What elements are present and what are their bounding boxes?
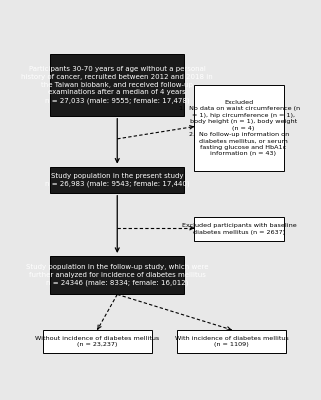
FancyBboxPatch shape [43, 330, 152, 353]
Text: Excluded
1.  No data on waist circumference (n
    = 1), hip circumference (n = : Excluded 1. No data on waist circumferen… [178, 100, 300, 156]
Text: With incidence of diabetes mellitus
(n = 1109): With incidence of diabetes mellitus (n =… [175, 336, 289, 347]
FancyBboxPatch shape [50, 54, 185, 116]
FancyBboxPatch shape [195, 85, 284, 171]
FancyBboxPatch shape [50, 256, 185, 294]
Text: Participants 30-70 years of age without a personal
history of cancer, recruited : Participants 30-70 years of age without … [22, 66, 213, 104]
Text: Study population in the present study
n = 26,983 (male: 9543; female: 17,440): Study population in the present study n … [45, 172, 190, 187]
Text: Without incidence of diabetes mellitus
(n = 23,237): Without incidence of diabetes mellitus (… [35, 336, 160, 347]
FancyBboxPatch shape [50, 166, 185, 193]
FancyBboxPatch shape [177, 330, 286, 353]
FancyBboxPatch shape [195, 218, 284, 240]
Text: Excluded participants with baseline
diabetes mellitus (n = 2637): Excluded participants with baseline diab… [182, 223, 297, 235]
Text: Study population in the follow-up study, which were
further analyzed for inciden: Study population in the follow-up study,… [26, 264, 209, 286]
